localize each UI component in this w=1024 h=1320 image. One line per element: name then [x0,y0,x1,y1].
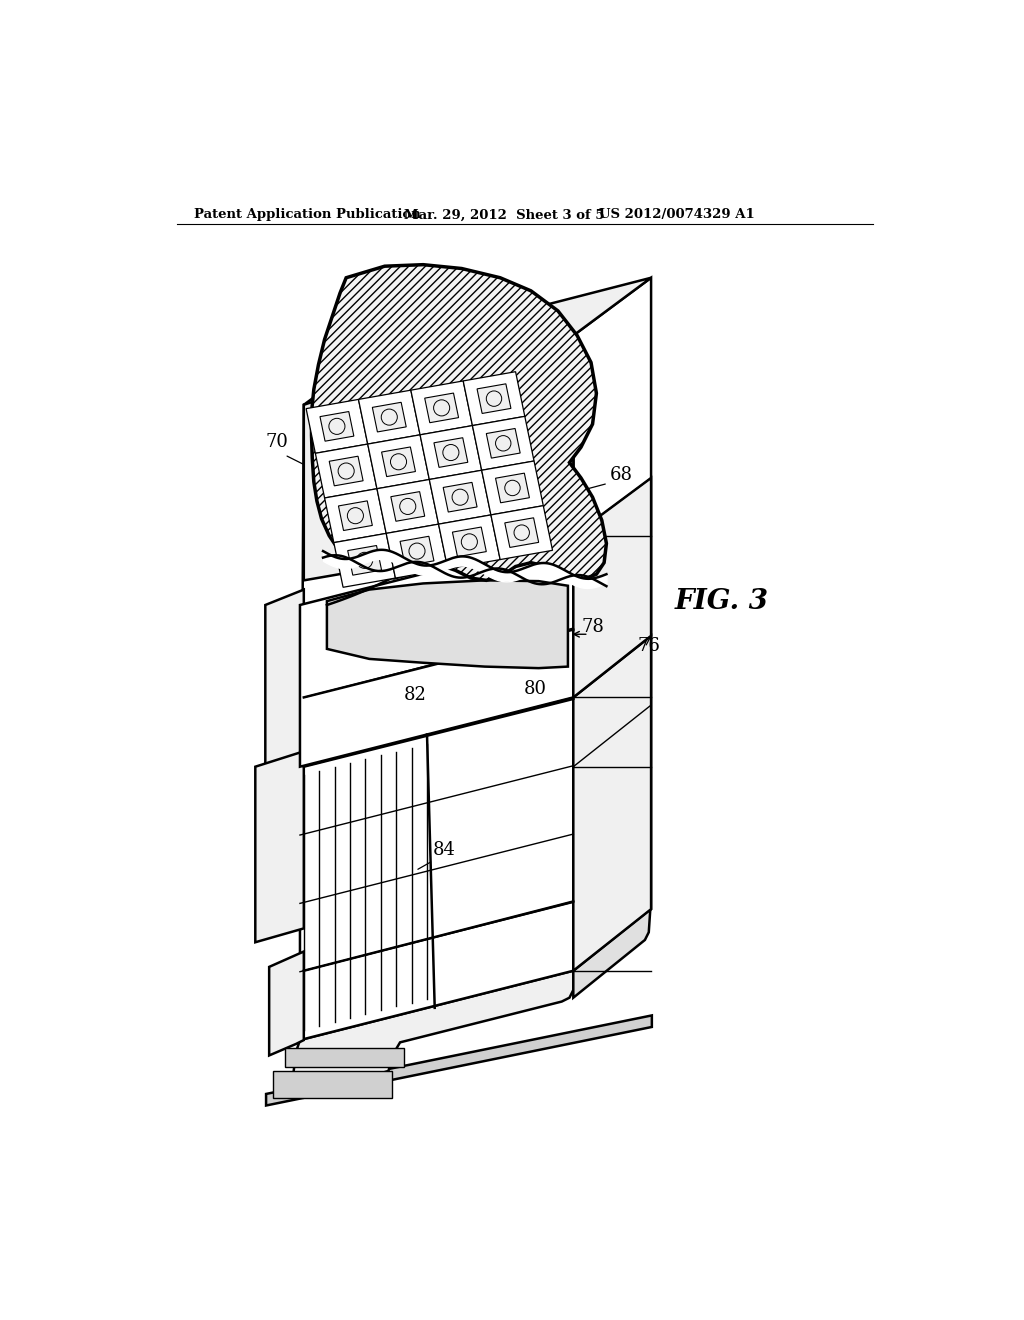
Text: 70: 70 [265,433,288,451]
Polygon shape [255,751,304,942]
Polygon shape [300,536,573,767]
Polygon shape [425,393,459,422]
Text: 68: 68 [609,466,633,484]
Polygon shape [300,335,573,1040]
Polygon shape [304,339,573,581]
Polygon shape [358,391,420,444]
Polygon shape [573,478,651,697]
Polygon shape [573,277,651,970]
Text: 82: 82 [403,685,427,704]
Polygon shape [429,470,490,524]
Polygon shape [505,517,539,548]
Polygon shape [300,697,573,1040]
Polygon shape [339,500,373,531]
Polygon shape [486,429,520,458]
Text: 80: 80 [523,680,546,697]
Text: FIG. 3: FIG. 3 [675,587,769,615]
Polygon shape [273,1071,392,1098]
Polygon shape [481,461,544,515]
Text: 76: 76 [637,638,660,655]
Polygon shape [269,952,304,1056]
Polygon shape [266,1015,652,1106]
Text: 84: 84 [433,841,456,859]
Polygon shape [453,527,486,557]
Polygon shape [304,277,651,405]
Polygon shape [285,1048,403,1067]
Polygon shape [420,425,481,479]
Polygon shape [325,488,386,543]
Polygon shape [373,403,407,432]
Polygon shape [496,473,529,503]
Polygon shape [477,384,511,413]
Text: 78: 78 [581,618,604,636]
Polygon shape [315,444,377,498]
Polygon shape [368,434,429,488]
Polygon shape [319,412,354,441]
Polygon shape [330,457,364,486]
Polygon shape [438,515,500,569]
Polygon shape [377,479,438,533]
Text: Patent Application Publication: Patent Application Publication [195,209,421,222]
Polygon shape [443,482,477,512]
Text: US 2012/0074329 A1: US 2012/0074329 A1 [599,209,755,222]
Polygon shape [327,581,568,668]
Polygon shape [400,536,434,566]
Polygon shape [391,491,425,521]
Polygon shape [311,264,606,581]
Polygon shape [411,381,472,434]
Polygon shape [463,372,524,425]
Polygon shape [472,416,535,470]
Polygon shape [434,438,468,467]
Text: Mar. 29, 2012  Sheet 3 of 5: Mar. 29, 2012 Sheet 3 of 5 [403,209,604,222]
Polygon shape [265,590,304,780]
Polygon shape [490,506,553,560]
Polygon shape [292,970,573,1098]
Polygon shape [573,636,651,970]
Polygon shape [386,524,447,578]
Polygon shape [573,909,650,998]
Polygon shape [334,533,395,587]
Polygon shape [382,447,416,477]
Polygon shape [348,545,382,576]
Polygon shape [306,400,368,453]
